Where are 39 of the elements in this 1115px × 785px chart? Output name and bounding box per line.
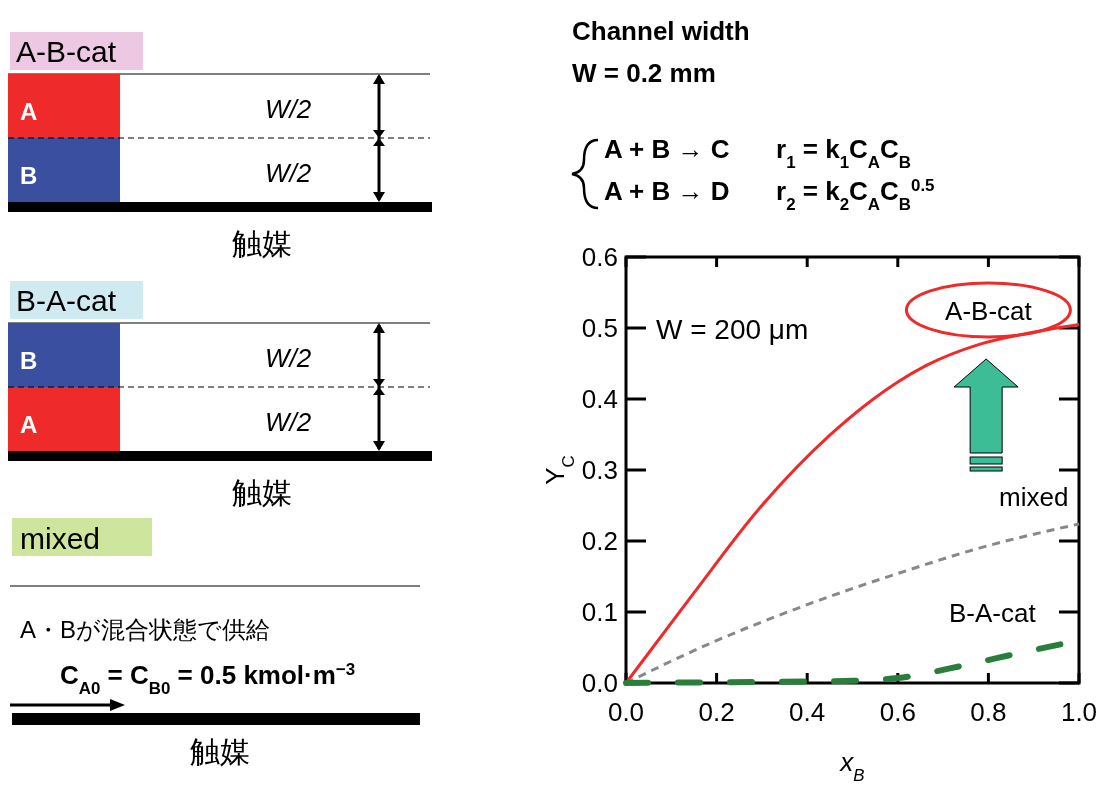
- y-tick-label: 0.5: [581, 313, 618, 343]
- text: W/2: [265, 407, 312, 437]
- y-tick-label: 0.3: [581, 455, 618, 485]
- text: A: [20, 98, 38, 125]
- text: Channel width: [572, 16, 750, 46]
- text: A-B-cat: [16, 35, 117, 68]
- y-tick-label: 0.6: [581, 242, 618, 272]
- text: W/2: [265, 158, 312, 188]
- y-tick-label: 0.4: [581, 384, 618, 414]
- y-tick-label: 0.2: [581, 526, 618, 556]
- x-tick-label: 0.4: [789, 697, 826, 727]
- text: A + B → D: [604, 176, 730, 206]
- text: W = 0.2 mm: [572, 58, 716, 88]
- x-tick-label: 1.0: [1060, 697, 1098, 727]
- x-tick-label: 0.6: [879, 697, 916, 727]
- text: 触媒: [190, 735, 250, 768]
- text: W/2: [265, 94, 312, 124]
- x-tick-label: 0.8: [970, 697, 1007, 727]
- x-tick-label: 0.0: [607, 697, 645, 727]
- text: 触媒: [232, 476, 292, 509]
- annotation: W = 200 μm: [656, 314, 809, 345]
- text: B: [20, 347, 38, 374]
- text: mixed: [20, 522, 101, 555]
- y-tick-label: 0.1: [581, 597, 618, 627]
- text: 触媒: [232, 227, 292, 260]
- x-tick-label: 0.2: [698, 697, 735, 727]
- y-tick-label: 0.0: [581, 668, 618, 698]
- series-label: mixed: [999, 481, 1069, 512]
- text: W/2: [265, 343, 312, 373]
- text: B: [20, 162, 38, 189]
- text: r$_{1}$ = k$_{1}$C$_{A}$C$_{B}$: [776, 134, 911, 172]
- text: A・Bが混合状態で供給: [20, 616, 271, 643]
- text: A + B → C: [604, 134, 730, 164]
- text: B-A-cat: [16, 284, 117, 317]
- text: C$_{A0}$ = C$_{B0}$ = 0.5 kmol·m$^{−3}$: [60, 659, 356, 698]
- text: A: [20, 411, 38, 438]
- x-axis-title: x$_{B}$: [838, 747, 865, 785]
- series-label: B-A-cat: [949, 598, 1037, 629]
- series-label: A-B-cat: [945, 296, 1033, 326]
